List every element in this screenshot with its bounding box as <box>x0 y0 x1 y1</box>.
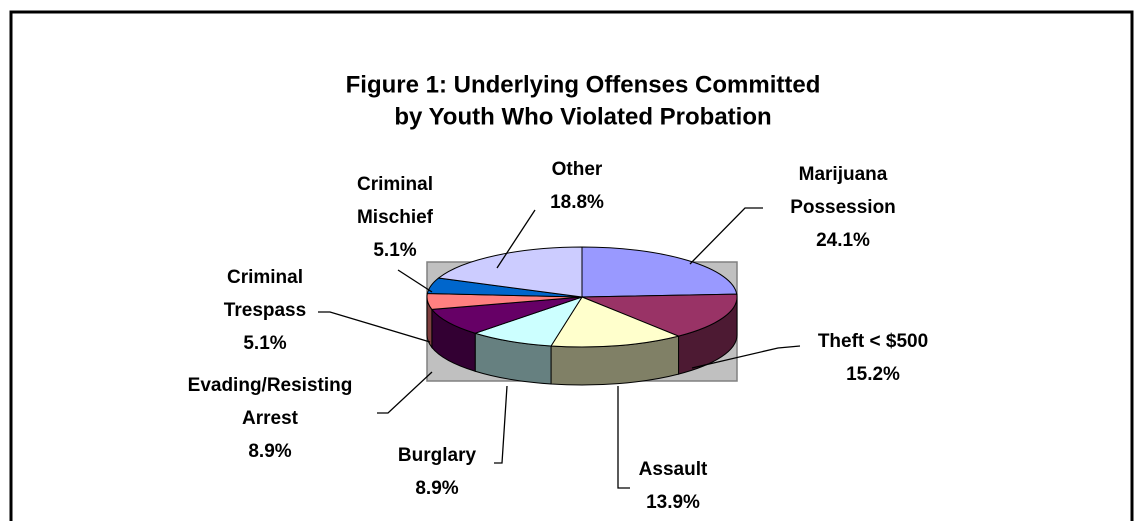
slice <box>437 246 583 298</box>
labels: Marijuana Possession 24.1% Theft < $500 15.2… <box>188 159 929 513</box>
leader-line <box>377 371 433 414</box>
slice <box>550 296 681 348</box>
chart-title: by Youth Who Violated Probation <box>394 103 771 130</box>
slice <box>430 296 583 334</box>
category-label: Mischief <box>357 207 434 228</box>
slice <box>581 293 738 337</box>
category-label: Evading/Resisting <box>188 375 353 396</box>
chart-title: Figure 1: Underlying Offenses Committed <box>346 71 821 98</box>
category-label: Marijuana <box>799 164 888 185</box>
pie <box>426 246 738 386</box>
category-label: Criminal <box>227 267 303 288</box>
category-label: Trespass <box>224 300 306 321</box>
leader-line <box>691 345 801 369</box>
category-label: Arrest <box>242 408 299 429</box>
value-label: 8.9% <box>415 478 458 499</box>
category-label: Assault <box>639 459 708 480</box>
category-label: Burglary <box>398 445 477 466</box>
category-label: Theft < $500 <box>818 331 928 352</box>
leader-line <box>689 207 763 265</box>
leader-line <box>496 209 536 269</box>
category-label: Criminal <box>357 174 433 195</box>
value-label: 5.1% <box>373 240 416 261</box>
leader-line <box>318 311 431 343</box>
value-label: 5.1% <box>243 333 286 354</box>
value-label: 18.8% <box>550 192 604 213</box>
slice <box>581 246 738 298</box>
category-label: Possession <box>790 197 896 218</box>
leader-line <box>397 269 433 293</box>
value-label: 13.9% <box>646 492 700 513</box>
leader-line <box>494 385 508 464</box>
slice <box>473 296 584 347</box>
value-label: 24.1% <box>816 230 870 251</box>
value-label: 15.2% <box>846 364 900 385</box>
value-label: 8.9% <box>248 441 291 462</box>
category-label: Other <box>552 159 603 180</box>
leader-line <box>617 386 630 489</box>
